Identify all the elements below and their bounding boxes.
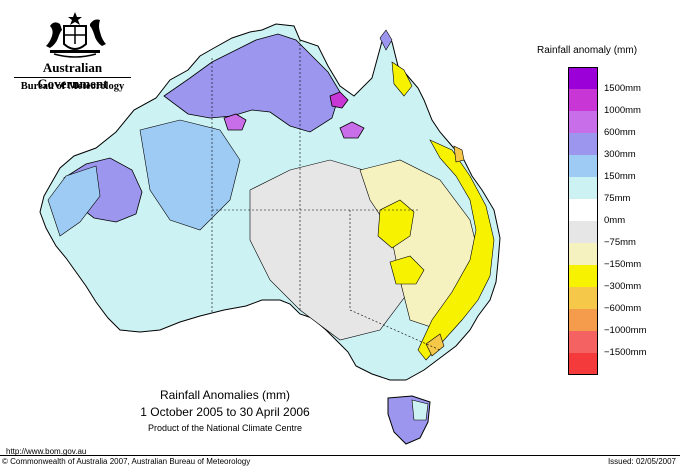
legend-label: −1500mm <box>604 347 647 358</box>
legend-swatch <box>568 111 598 133</box>
legend-swatch <box>568 331 598 353</box>
map-period: 1 October 2005 to 30 April 2006 <box>140 405 310 419</box>
bureau-name: Bureau of Meteorology <box>20 81 125 92</box>
legend-label: 0mm <box>604 215 626 226</box>
legend-label: −1000mm <box>604 325 647 336</box>
legend-label: 300mm <box>604 149 636 160</box>
footer-divider <box>0 455 680 456</box>
magenta-spot-2 <box>339 121 365 139</box>
islands <box>379 29 431 445</box>
orange-nsw-coast <box>425 333 445 357</box>
light-west-region <box>47 165 101 237</box>
legend-label: 1500mm <box>604 83 641 94</box>
legend-label: −600mm <box>604 303 642 314</box>
legend-swatch <box>568 177 598 199</box>
logo-divider <box>14 77 131 78</box>
coat-of-arms-icon <box>46 12 106 58</box>
legend-label: 1000mm <box>604 105 641 116</box>
legend-swatch <box>568 265 598 287</box>
mainland <box>39 23 501 381</box>
legend-swatch <box>568 287 598 309</box>
legend-swatch <box>568 89 598 111</box>
legend-swatch <box>568 155 598 177</box>
legend-swatch <box>568 67 598 89</box>
orange-qld-spot <box>453 145 465 163</box>
light-central-region <box>139 119 241 231</box>
australia-rainfall-map <box>39 23 501 445</box>
legend-label: −75mm <box>604 237 636 248</box>
legend-label: 150mm <box>604 171 636 182</box>
map-product: Product of the National Climate Centre <box>147 423 303 433</box>
yellow-north-qld <box>391 61 413 97</box>
magenta-spot-3 <box>329 91 349 109</box>
yellow-inland-patch-2 <box>389 255 425 285</box>
legend-swatch <box>568 199 598 221</box>
yellow-east-coast <box>417 139 495 361</box>
legend-label: −300mm <box>604 281 642 292</box>
legend-label: 75mm <box>604 193 631 204</box>
issued-date: Issued: 02/05/2007 <box>607 457 676 466</box>
legend-swatch <box>568 133 598 155</box>
bom-logo: Australian Government Bureau of Meteorol… <box>10 10 135 95</box>
copyright-text: © Commonwealth of Australia 2007, Austra… <box>2 457 251 466</box>
legend-swatch <box>568 243 598 265</box>
state-borders <box>211 40 441 351</box>
magenta-spot-1 <box>223 113 247 131</box>
government-name: Australian Government <box>37 60 108 91</box>
legend-swatch <box>568 221 598 243</box>
yellow-inland-patch-1 <box>377 199 415 249</box>
legend-swatch <box>568 353 598 375</box>
legend-label: −150mm <box>604 259 642 270</box>
map-title: Rainfall Anomalies (mm) <box>159 388 291 402</box>
legend-title: Rainfall anomaly (mm) <box>537 45 638 56</box>
website-url: http://www.bom.gov.au <box>6 447 87 456</box>
tasmania-east <box>411 399 429 421</box>
cape-york-tip <box>379 29 393 51</box>
legend-swatch <box>568 309 598 331</box>
legend-label: 600mm <box>604 127 636 138</box>
